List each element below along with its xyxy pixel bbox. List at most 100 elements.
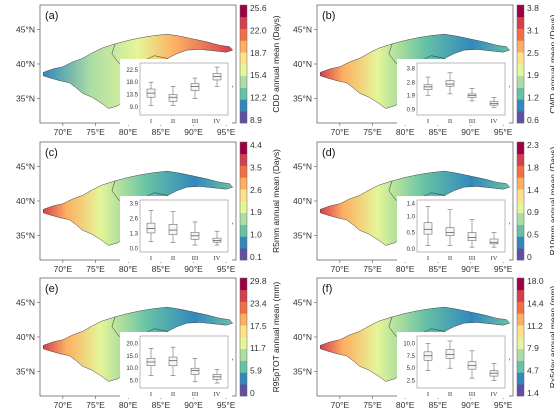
- inset-category: III: [192, 118, 199, 125]
- colorbar-segment: [240, 75, 247, 88]
- lon-label: 95°E: [217, 400, 236, 409]
- inset-category: II: [171, 255, 175, 262]
- colorbar-segment: [517, 289, 524, 302]
- inset-tick: 9.0: [130, 105, 139, 111]
- colorbar-frame: [239, 277, 248, 397]
- colorbar-segment: [240, 99, 247, 112]
- panel-c: 45°N 40°N 35°N 70°E 75°E 80°E 85°E 90°E 95°E (c) 4…: [16, 140, 281, 274]
- colorbar-title: CWD annual mean (Days): [548, 14, 554, 113]
- lon-label: 95°E: [494, 127, 513, 137]
- colorbar-tick: 0.9: [527, 207, 539, 217]
- colorbar-segment: [240, 212, 247, 225]
- colorbar-tick: 0: [527, 252, 532, 262]
- colorbar-segment: [517, 224, 524, 237]
- colorbar-segment: [240, 40, 247, 53]
- inset-category: I: [150, 255, 152, 262]
- colorbar-tick: 14.4: [527, 298, 544, 308]
- colorbar-segment: [517, 87, 524, 100]
- lon-label: 70°E: [331, 264, 350, 274]
- panel-e: 45°N 40°N 35°N 70°E 75°E 80°E 85°E 90°E 95°E (e) 2…: [16, 276, 281, 409]
- lon-label: 85°E: [152, 400, 171, 409]
- colorbar-segment: [240, 165, 247, 178]
- colorbar-tick: 3.8: [527, 3, 539, 13]
- lon-label: 90°E: [461, 127, 480, 137]
- lat-label: 35°N: [293, 367, 312, 377]
- inset-category: II: [448, 255, 452, 262]
- lon-label: 80°E: [396, 264, 415, 274]
- colorbar-segment: [517, 75, 524, 88]
- colorbar-segment: [517, 212, 524, 225]
- colorbar-segment: [240, 153, 247, 166]
- colorbar-tick: 0.5: [527, 230, 539, 240]
- box-body: [168, 356, 178, 366]
- colorbar-frame: [239, 141, 248, 261]
- lon-label: 90°E: [184, 127, 203, 137]
- colorbar-segment: [517, 99, 524, 112]
- colorbar-segment: [517, 52, 524, 65]
- colorbar-segment: [517, 384, 524, 397]
- colorbar-title: R10mm annual mean (Days): [548, 147, 554, 256]
- colorbar-segment: [517, 189, 524, 202]
- colorbar-tick: 2.5: [527, 48, 539, 58]
- colorbar-segment: [240, 313, 247, 326]
- box-body: [445, 227, 455, 236]
- colorbar-segment: [240, 142, 247, 155]
- colorbar-tick: 25.6: [250, 3, 267, 13]
- colorbar-tick: 29.8: [250, 276, 267, 286]
- lat-label: 45°N: [16, 297, 35, 307]
- colorbar-tick: 4.7: [527, 366, 539, 376]
- box-body: [168, 94, 178, 102]
- colorbar-tick: 3.1: [527, 25, 539, 35]
- lat-label: 40°N: [16, 332, 35, 342]
- lon-label: 85°E: [429, 400, 448, 409]
- inset-tick: 20.0: [126, 341, 138, 347]
- colorbar-segment: [240, 16, 247, 29]
- box-body: [190, 83, 200, 91]
- colorbar-tick: 1.9: [527, 70, 539, 80]
- colorbar-tick: 17.5: [250, 321, 267, 331]
- colorbar-segment: [240, 301, 247, 314]
- inset-category: III: [192, 255, 199, 262]
- colorbar-tick: 1.0: [250, 230, 262, 240]
- box-body: [190, 367, 200, 375]
- panel-b: 45°N 40°N 35°N 70°E 75°E 80°E 85°E 90°E 95°E (b) 3…: [293, 3, 554, 137]
- inset-category: II: [448, 118, 452, 125]
- panel-d: 45°N 40°N 35°N 70°E 75°E 80°E 85°E 90°E 95°E (d) 2…: [293, 140, 554, 274]
- lat-label: 40°N: [16, 196, 35, 206]
- colorbar-segment: [517, 313, 524, 326]
- lat-label: 45°N: [16, 24, 35, 34]
- colorbar-segment: [517, 360, 524, 373]
- colorbar-tick: 15.4: [250, 70, 267, 80]
- lon-label: 95°E: [217, 264, 236, 274]
- panel-label: (f): [322, 283, 332, 295]
- colorbar-tick: 12.2: [250, 93, 267, 103]
- box-body: [467, 93, 477, 98]
- inset-tick: 2.6: [130, 216, 139, 222]
- inset-tick: 13.5: [126, 92, 138, 98]
- inset-frame: [416, 335, 506, 389]
- colorbar-segment: [240, 248, 247, 261]
- inset-category: I: [150, 118, 152, 125]
- inset-category: I: [427, 391, 429, 398]
- inset-tick: 3.9: [130, 201, 139, 207]
- inset-tick: 5.0: [407, 366, 416, 372]
- lat-label: 35°N: [16, 94, 35, 104]
- inset-category: IV: [491, 255, 498, 262]
- lon-label: 85°E: [152, 264, 171, 274]
- lon-label: 70°E: [331, 127, 350, 137]
- colorbar-tick: 0.1: [250, 252, 262, 262]
- inset-tick: 1.0: [407, 214, 416, 220]
- lon-label: 85°E: [429, 127, 448, 137]
- inset-category: III: [469, 255, 476, 262]
- colorbar-tick: 3.5: [250, 162, 262, 172]
- colorbar-segment: [517, 5, 524, 18]
- lon-label: 75°E: [363, 127, 382, 137]
- inset-tick: 10.0: [126, 366, 138, 372]
- inset-tick: 0.0: [130, 247, 139, 253]
- inset-tick: 2.8: [407, 81, 416, 87]
- colorbar-title: Rx5day annual mean (mm): [548, 286, 554, 389]
- colorbar-segment: [517, 337, 524, 350]
- panel-label: (a): [45, 10, 58, 22]
- colorbar-segment: [240, 5, 247, 18]
